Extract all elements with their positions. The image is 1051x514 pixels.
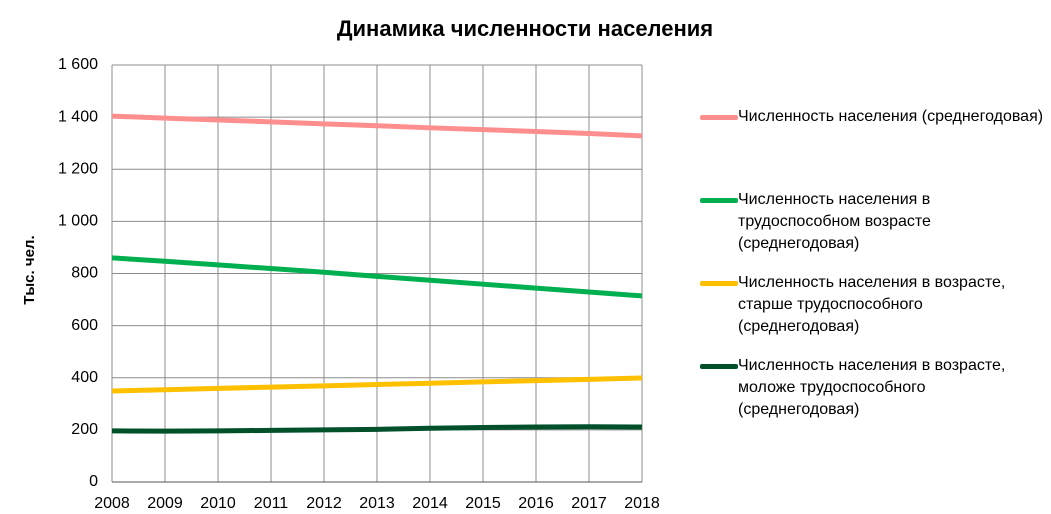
y-tick-label: 600	[71, 317, 98, 334]
x-tick-label: 2009	[147, 495, 183, 512]
legend-label: Численность населения в возрасте, моложе…	[738, 357, 1006, 418]
legend-swatch	[700, 364, 738, 369]
y-tick-label: 200	[71, 421, 98, 438]
legend-entry: Численность населения в трудоспособном в…	[700, 189, 1045, 255]
y-tick-label: 800	[71, 265, 98, 282]
x-tick-label: 2016	[518, 495, 554, 512]
y-axis-label: Тыс. чел.	[21, 235, 38, 304]
legend-entry: Численность населения в возрасте, старше…	[700, 272, 1045, 338]
x-tick-label: 2013	[359, 495, 395, 512]
y-tick-label: 0	[89, 473, 98, 490]
legend-swatch	[700, 281, 738, 286]
x-tick-label: 2015	[465, 495, 501, 512]
series-line	[111, 424, 643, 434]
chart-title: Динамика численности населения	[337, 16, 713, 41]
y-tick-label: 1 200	[58, 160, 98, 177]
y-tick-label: 1 000	[58, 213, 98, 230]
legend-label: Численность населения в возрасте, старше…	[738, 274, 1006, 335]
x-tick-label: 2008	[94, 495, 130, 512]
x-tick-label: 2011	[254, 495, 289, 512]
legend-entry: Численность населения в возрасте, моложе…	[700, 355, 1045, 421]
legend-label: Численность населения (среднегодовая)	[738, 108, 1044, 125]
series-line	[111, 255, 643, 299]
legend-swatch	[700, 115, 738, 120]
y-tick-label: 400	[71, 369, 98, 386]
x-tick-label: 2017	[571, 495, 607, 512]
legend-entry: Численность населения (среднегодовая)	[700, 106, 1045, 128]
x-tick-label: 2010	[200, 495, 236, 512]
y-tick-label: 1 600	[58, 56, 98, 73]
series-line	[111, 375, 643, 394]
x-tick-label: 2012	[306, 495, 342, 512]
x-tick-label: 2014	[412, 495, 448, 512]
y-tick-label: 1 400	[58, 108, 98, 125]
legend-swatch	[700, 198, 738, 203]
x-tick-label: 2018	[624, 495, 660, 512]
legend-label: Численность населения в трудоспособном в…	[738, 191, 931, 252]
series-line	[111, 113, 643, 139]
